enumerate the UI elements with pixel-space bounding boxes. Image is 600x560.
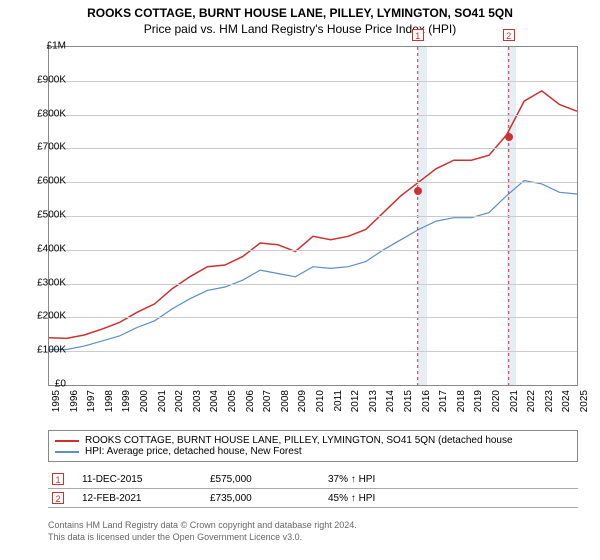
x-axis-label: 2006 — [245, 390, 256, 412]
legend-label: HPI: Average price, detached house, New … — [85, 446, 302, 457]
y-axis-label: £300K — [26, 277, 66, 288]
marker-box: 2 — [503, 29, 515, 41]
footer-text: Contains HM Land Registry data © Crown c… — [48, 520, 357, 543]
footer-line-2: This data is licensed under the Open Gov… — [48, 532, 357, 544]
x-axis-label: 2007 — [262, 390, 273, 412]
data-point — [414, 187, 422, 195]
x-axis-label: 2011 — [333, 390, 344, 412]
legend: ROOKS COTTAGE, BURNT HOUSE LANE, PILLEY,… — [48, 430, 578, 462]
x-axis-label: 1995 — [51, 390, 62, 412]
x-axis-label: 2000 — [139, 390, 150, 412]
x-axis-label: 2003 — [192, 390, 203, 412]
gridline — [49, 284, 577, 285]
footer-line-1: Contains HM Land Registry data © Crown c… — [48, 520, 357, 532]
chart-container: ROOKS COTTAGE, BURNT HOUSE LANE, PILLEY,… — [0, 0, 600, 560]
series-hpi — [49, 181, 577, 350]
gridline — [49, 317, 577, 318]
legend-item: HPI: Average price, detached house, New … — [55, 446, 571, 457]
y-axis-label: £400K — [26, 243, 66, 254]
x-axis-label: 2024 — [561, 390, 572, 412]
x-axis-label: 1997 — [86, 390, 97, 412]
chart-title: ROOKS COTTAGE, BURNT HOUSE LANE, PILLEY,… — [0, 0, 600, 20]
x-axis-label: 2001 — [157, 390, 168, 412]
x-axis-label: 2014 — [385, 390, 396, 412]
series-property — [49, 91, 577, 339]
x-axis-label: 2005 — [227, 390, 238, 412]
y-axis-label: £200K — [26, 311, 66, 322]
gridline — [49, 81, 577, 82]
x-axis-label: 2012 — [350, 390, 361, 412]
event-pct: 37% ↑ HPI — [328, 474, 428, 485]
x-axis-label: 2009 — [297, 390, 308, 412]
event-price: £575,000 — [210, 474, 310, 485]
gridline — [49, 216, 577, 217]
event-date: 11-DEC-2015 — [82, 474, 192, 485]
x-axis-label: 1999 — [121, 390, 132, 412]
y-axis-label: £600K — [26, 176, 66, 187]
event-table: 1 11-DEC-2015 £575,000 37% ↑ HPI 2 12-FEB-202… — [48, 470, 578, 508]
x-axis-label: 2022 — [526, 390, 537, 412]
y-axis-label: £900K — [26, 74, 66, 85]
y-axis-label: £0 — [26, 379, 66, 390]
event-pct: 45% ↑ HPI — [328, 493, 428, 504]
marker-box: 1 — [412, 29, 424, 41]
legend-swatch — [55, 440, 79, 442]
x-axis-label: 2019 — [473, 390, 484, 412]
x-axis-label: 1996 — [69, 390, 80, 412]
gridline — [49, 148, 577, 149]
gridline — [49, 115, 577, 116]
x-axis-label: 2016 — [421, 390, 432, 412]
event-marker: 2 — [52, 492, 64, 504]
plot-area: 12 — [48, 46, 578, 386]
gridline — [49, 182, 577, 183]
x-axis-label: 2004 — [209, 390, 220, 412]
x-axis-label: 2018 — [456, 390, 467, 412]
event-row: 1 11-DEC-2015 £575,000 37% ↑ HPI — [48, 470, 578, 489]
y-axis-label: £500K — [26, 210, 66, 221]
event-marker: 1 — [52, 473, 64, 485]
legend-swatch — [55, 451, 79, 453]
y-axis-label: £800K — [26, 108, 66, 119]
data-point — [505, 133, 513, 141]
event-price: £735,000 — [210, 493, 310, 504]
x-axis-label: 2023 — [544, 390, 555, 412]
x-axis-label: 2010 — [315, 390, 326, 412]
x-axis-label: 2025 — [579, 390, 590, 412]
x-axis-label: 1998 — [104, 390, 115, 412]
x-axis-label: 2002 — [174, 390, 185, 412]
legend-item: ROOKS COTTAGE, BURNT HOUSE LANE, PILLEY,… — [55, 435, 571, 446]
x-axis-label: 2008 — [280, 390, 291, 412]
legend-label: ROOKS COTTAGE, BURNT HOUSE LANE, PILLEY,… — [85, 435, 513, 446]
y-axis-label: £1M — [26, 41, 66, 52]
y-axis-label: £100K — [26, 345, 66, 356]
gridline — [49, 351, 577, 352]
event-row: 2 12-FEB-2021 £735,000 45% ↑ HPI — [48, 489, 578, 508]
x-axis-label: 2015 — [403, 390, 414, 412]
x-axis-label: 2017 — [438, 390, 449, 412]
x-axis-label: 2021 — [509, 390, 520, 412]
event-date: 12-FEB-2021 — [82, 493, 192, 504]
x-axis-label: 2013 — [368, 390, 379, 412]
y-axis-label: £700K — [26, 142, 66, 153]
gridline — [49, 250, 577, 251]
x-axis-label: 2020 — [491, 390, 502, 412]
